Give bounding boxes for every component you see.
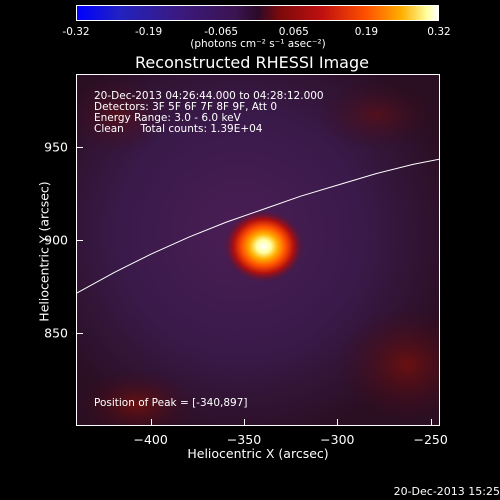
info-clean: Clean Total counts: 1.39E+04 [94, 123, 263, 135]
red-noise-patch [337, 305, 439, 425]
red-noise-patch [77, 370, 197, 425]
solar-limb-line [77, 158, 439, 294]
x-axis-label: Heliocentric X (arcsec) [187, 446, 329, 461]
x-tick-label: −250 [413, 432, 448, 447]
colorbar-units: (photons cm⁻² s⁻¹ asec⁻²) [190, 38, 326, 50]
x-tick-label: −300 [320, 432, 355, 447]
colorbar-tick-label: -0.32 [62, 26, 90, 38]
colorbar-tick-label: 0.19 [354, 26, 379, 38]
flare-source [223, 210, 304, 283]
y-tick-mark [76, 239, 83, 241]
colorbar-tick-label: 0.065 [278, 26, 309, 38]
colorbar [76, 5, 439, 21]
y-tick-label: 850 [44, 325, 68, 341]
x-tick-mark [150, 419, 152, 426]
plot-area [76, 74, 440, 426]
heatmap-image [77, 75, 439, 425]
y-tick-label: 900 [44, 232, 68, 248]
colorbar-tick-label: -0.19 [135, 26, 163, 38]
info-time-range: 20-Dec-2013 04:26:44.000 to 04:28:12.000 [94, 90, 324, 102]
x-tick-mark [337, 419, 339, 426]
colorbar-tick-label: 0.32 [427, 26, 451, 38]
y-tick-label: 950 [44, 139, 68, 155]
red-noise-patch [77, 75, 167, 155]
x-tick-mark [244, 419, 245, 426]
y-tick-mark [76, 146, 83, 148]
x-tick-label: −350 [226, 432, 262, 447]
info-detectors: Detectors: 3F 5F 6F 7F 8F 9F, Att 0 [94, 101, 278, 113]
x-tick-label: −400 [133, 432, 168, 447]
x-tick-mark [430, 419, 432, 426]
y-axis-label: Heliocentric Y (arcsec) [36, 181, 52, 322]
info-energy: Energy Range: 3.0 - 6.0 keV [94, 112, 241, 124]
chart-title: Reconstructed RHESSI Image [135, 53, 369, 72]
y-tick-mark [76, 332, 83, 334]
timestamp: 20-Dec-2013 15:25 [393, 485, 500, 498]
colorbar-tick-label: -0.065 [204, 26, 239, 38]
peak-position-label: Position of Peak = [-340,897] [94, 397, 248, 409]
red-noise-patch [317, 80, 437, 150]
